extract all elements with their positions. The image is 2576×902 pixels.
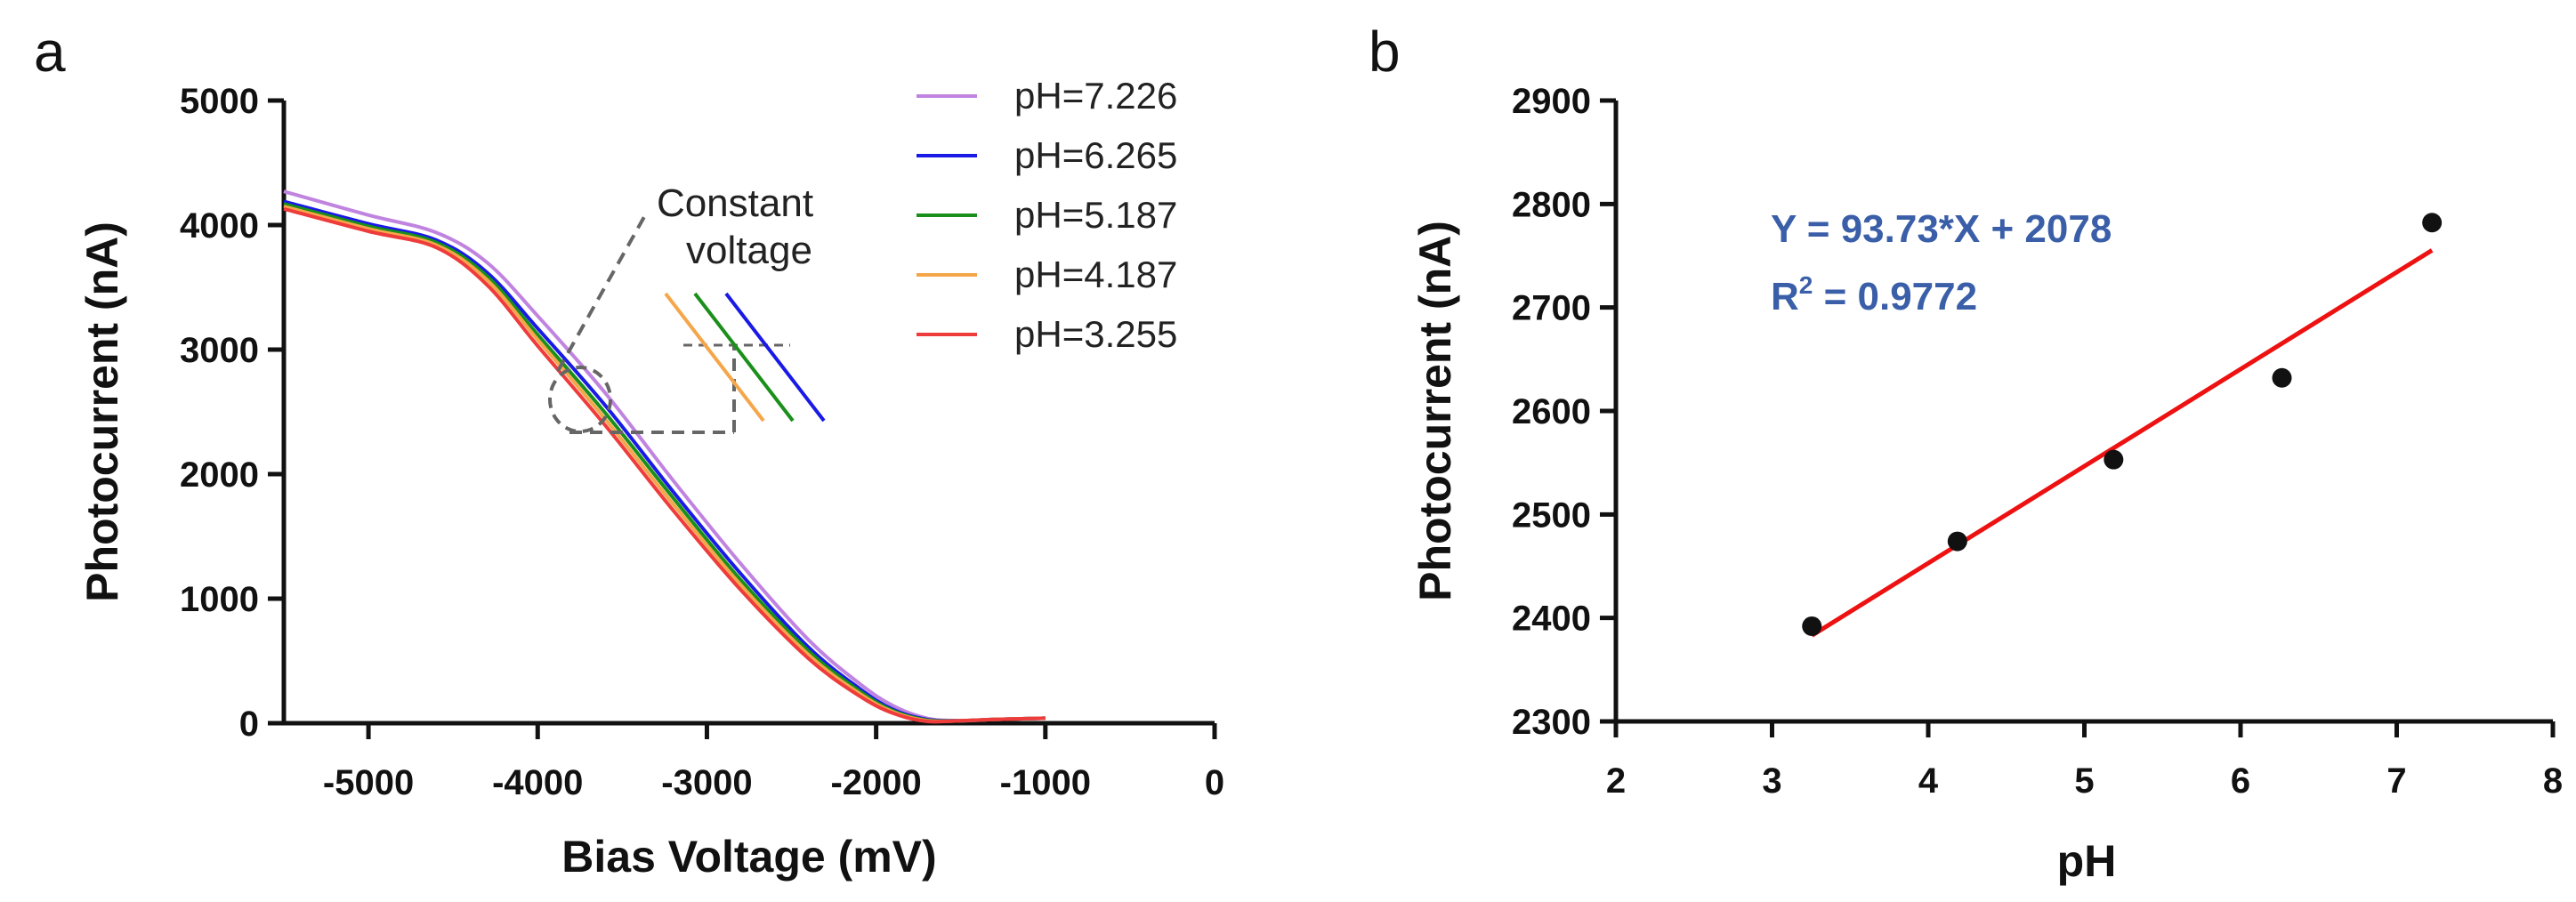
panel-b-letter: b — [1369, 20, 1401, 84]
regression-line — [1810, 248, 2434, 638]
regression-equation: Y = 93.73*X + 2078 R2 = 0.9772 — [1771, 207, 2112, 318]
x-tick-label: -1000 — [1000, 763, 1091, 802]
x-tick-label: 3 — [1762, 761, 1781, 801]
y-tick-label: 2400 — [1512, 600, 1591, 639]
y-tick-label: 5000 — [180, 82, 259, 121]
equation-text: Y = 93.73*X + 2078 — [1771, 207, 2112, 251]
panel-a-x-ticks: -5000 -4000 -3000 -2000 -1000 0 — [323, 723, 1224, 802]
y-tick-label: 2800 — [1512, 185, 1591, 224]
zoom-region-ellipse — [548, 366, 612, 433]
x-tick-label: 6 — [2231, 761, 2250, 801]
panel-b: b 2300 2400 2500 2600 2700 2800 2900 2 3 4 5 6 7 8 Y… — [1369, 20, 2563, 886]
r-squared-text: R2 = 0.9772 — [1771, 271, 1977, 318]
legend-label: pH=3.255 — [1014, 313, 1177, 355]
x-tick-label: -3000 — [661, 763, 752, 802]
inset-line-ph-4187 — [664, 292, 765, 423]
data-point — [1947, 531, 1967, 552]
x-tick-label: -4000 — [492, 763, 583, 802]
panel-a-series-lines — [283, 189, 1046, 724]
x-tick-label: 5 — [2074, 761, 2094, 801]
y-tick-label: 2700 — [1512, 289, 1591, 328]
inset-line-ph-6265 — [724, 292, 826, 423]
x-tick-label: 0 — [1205, 763, 1224, 802]
data-point — [2272, 367, 2292, 388]
panel-a-letter: a — [34, 20, 66, 84]
series-line-ph-6265 — [283, 199, 1046, 723]
legend-label: pH=7.226 — [1014, 75, 1177, 117]
data-point — [2104, 449, 2124, 470]
x-tick-label: -5000 — [323, 763, 414, 802]
data-point — [1802, 616, 1822, 636]
panel-b-data-points — [1802, 213, 2443, 636]
data-point — [2422, 213, 2443, 233]
series-line-ph-7226 — [283, 189, 1046, 723]
y-tick-label: 2500 — [1512, 495, 1591, 535]
y-tick-label: 2000 — [180, 455, 259, 495]
x-tick-label: -2000 — [830, 763, 921, 802]
panel-b-y-ticks: 2300 2400 2500 2600 2700 2800 2900 — [1512, 82, 1616, 742]
x-tick-label: 8 — [2543, 761, 2563, 801]
panel-b-y-axis-title: Photocurrent (nA) — [1410, 221, 1460, 601]
inset-line-ph-5187 — [693, 292, 795, 423]
constant-voltage-inset: Constant voltage — [548, 181, 826, 434]
y-tick-label: 0 — [239, 705, 259, 744]
panel-a-y-axis-title: Photocurrent (nA) — [77, 221, 127, 602]
legend-label: pH=4.187 — [1014, 254, 1177, 295]
x-tick-label: 7 — [2386, 761, 2406, 801]
panel-a-x-axis-title: Bias Voltage (mV) — [561, 832, 936, 882]
annotation-constant: Constant — [657, 181, 813, 225]
y-tick-label: 1000 — [180, 580, 259, 619]
y-tick-label: 2600 — [1512, 392, 1591, 431]
series-line-ph-4187 — [283, 205, 1046, 723]
panel-b-x-axis-title: pH — [2057, 836, 2117, 886]
series-line-ph-5187 — [283, 202, 1046, 723]
y-tick-label: 4000 — [180, 206, 259, 246]
panel-a-legend: pH=7.226 pH=6.265 pH=5.187 pH=4.187 pH=3.255 — [917, 75, 1177, 355]
legend-label: pH=5.187 — [1014, 194, 1177, 236]
annotation-voltage: voltage — [686, 229, 812, 272]
y-tick-label: 2900 — [1512, 82, 1591, 121]
panel-b-x-ticks: 2 3 4 5 6 7 8 — [1606, 721, 2563, 801]
x-tick-label: 2 — [1606, 761, 1626, 801]
panel-a-y-ticks: 0 1000 2000 3000 4000 5000 — [180, 82, 284, 744]
series-line-ph-3255 — [283, 206, 1046, 724]
x-tick-label: 4 — [1918, 761, 1939, 801]
legend-label: pH=6.265 — [1014, 134, 1177, 176]
inset-leader-line — [556, 214, 647, 372]
y-tick-label: 2300 — [1512, 703, 1591, 742]
y-tick-label: 3000 — [180, 331, 259, 370]
